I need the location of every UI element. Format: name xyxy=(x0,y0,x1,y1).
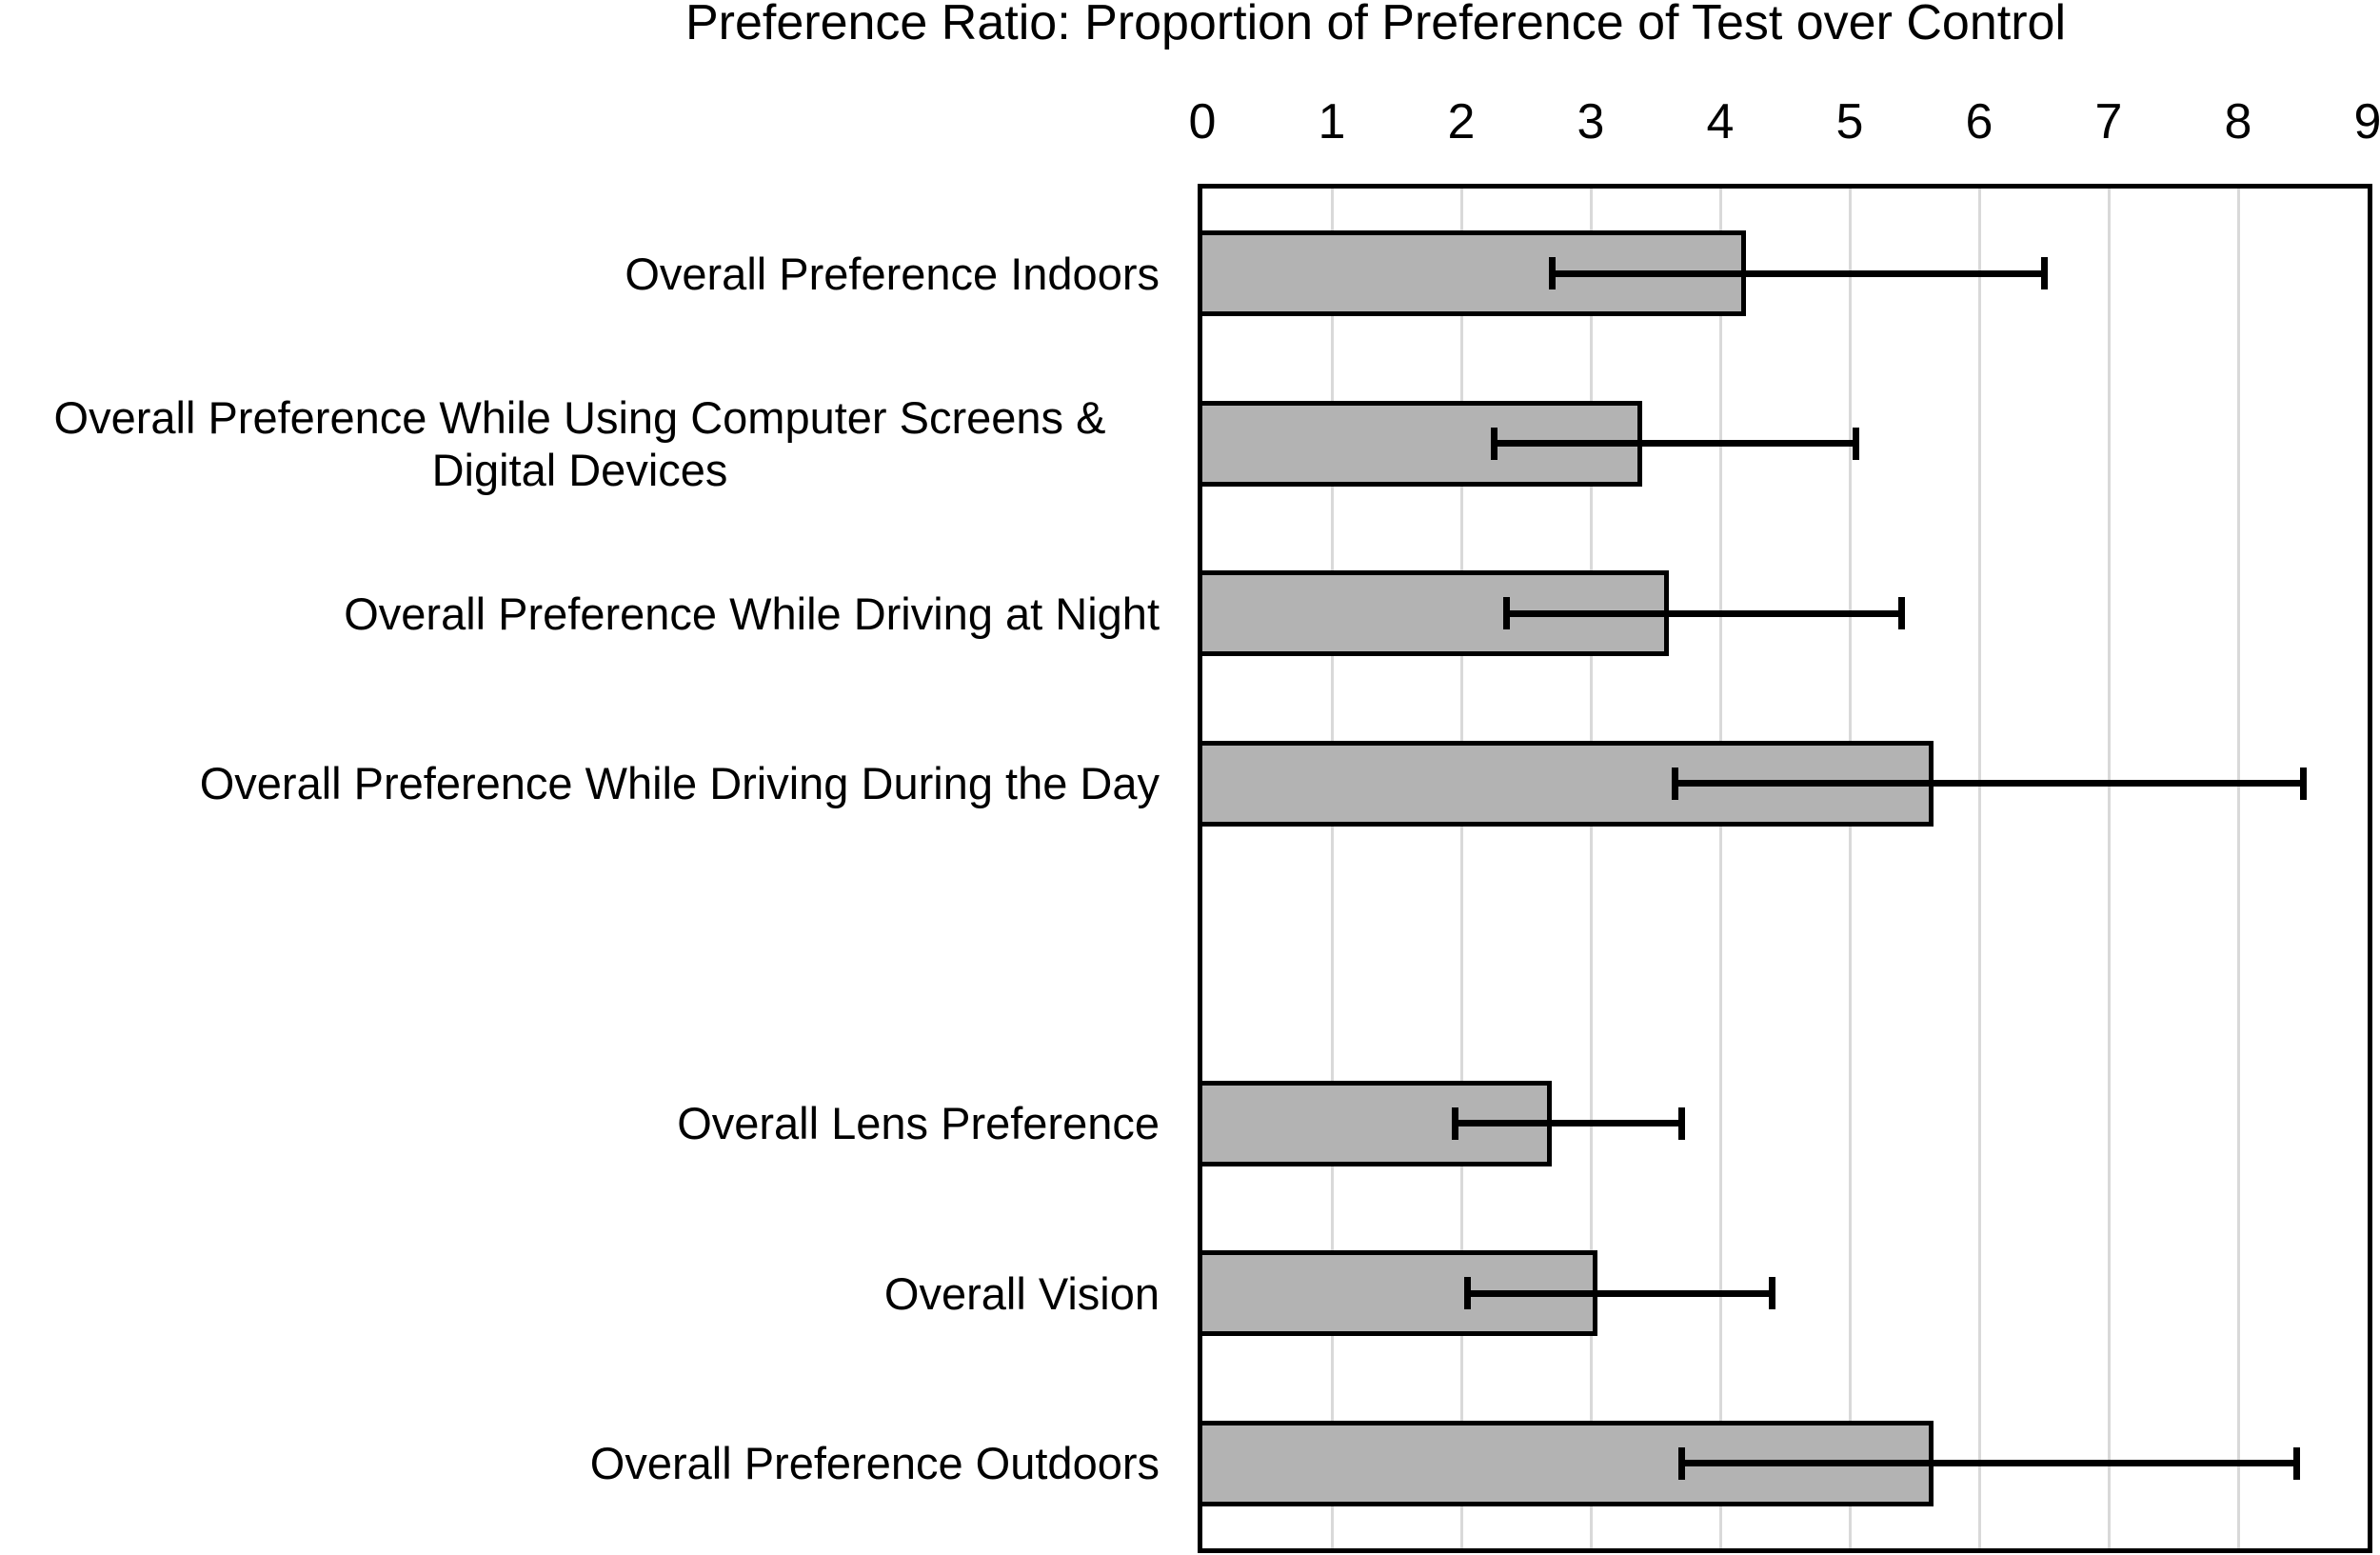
x-axis-tick-label: 8 xyxy=(2224,94,2252,150)
x-axis-tick-label: 7 xyxy=(2094,94,2123,150)
error-bar-cap xyxy=(1853,427,1860,460)
gridline xyxy=(1459,189,1463,1548)
error-bar-cap xyxy=(1677,1106,1685,1140)
category-label: Overall Preference Outdoors xyxy=(589,1438,1160,1489)
plot-area xyxy=(1198,184,2372,1553)
error-bar-cap xyxy=(1548,257,1556,290)
chart-title: Preference Ratio: Proportion of Preferen… xyxy=(684,0,2066,50)
gridline xyxy=(1718,189,1722,1548)
error-bar-cap xyxy=(1897,597,1905,630)
error-bar-cap xyxy=(2292,1446,2300,1480)
x-axis-tick-label: 4 xyxy=(1706,94,1735,150)
category-label: Overall Lens Preference xyxy=(677,1098,1160,1149)
x-axis-tick-label: 0 xyxy=(1188,94,1217,150)
category-label: Overall Preference While Driving During … xyxy=(199,758,1160,809)
category-label: Overall Preference Indoors xyxy=(625,248,1160,299)
error-bar-cap xyxy=(1671,767,1678,800)
gridline xyxy=(1589,189,1593,1548)
error-bar-cap xyxy=(1768,1277,1775,1310)
bar xyxy=(1202,570,1669,657)
error-bar-cap xyxy=(2299,767,2307,800)
x-axis-tick-label: 3 xyxy=(1577,94,1605,150)
error-bar-cap xyxy=(1677,1446,1685,1480)
error-bar-cap xyxy=(1503,597,1511,630)
error-bar-cap xyxy=(2040,257,2048,290)
error-bar xyxy=(1681,1460,2297,1467)
category-label: Overall Preference While Using Computer … xyxy=(53,391,1106,495)
error-bar xyxy=(1455,1120,1682,1127)
category-label: Overall Preference While Driving at Nigh… xyxy=(344,588,1160,639)
error-bar xyxy=(1506,609,1902,617)
x-axis-tick-label: 2 xyxy=(1447,94,1476,150)
error-bar xyxy=(1675,780,2303,787)
category-label: Overall Vision xyxy=(883,1267,1160,1319)
x-axis-tick-label: 5 xyxy=(1835,94,1864,150)
x-axis-tick-label: 9 xyxy=(2353,94,2380,150)
x-axis-tick-label: 1 xyxy=(1318,94,1346,150)
error-bar xyxy=(1467,1289,1773,1297)
error-bar xyxy=(1552,269,2044,277)
gridline xyxy=(1330,189,1334,1548)
gridline xyxy=(1848,189,1852,1548)
gridline xyxy=(1977,189,1981,1548)
gridline xyxy=(2236,189,2240,1548)
error-bar-cap xyxy=(1490,427,1497,460)
error-bar xyxy=(1494,440,1856,448)
x-axis-tick-label: 6 xyxy=(1965,94,1993,150)
error-bar-cap xyxy=(1451,1106,1458,1140)
error-bar-cap xyxy=(1464,1277,1472,1310)
gridline xyxy=(2107,189,2111,1548)
category-label xyxy=(0,868,1160,1039)
